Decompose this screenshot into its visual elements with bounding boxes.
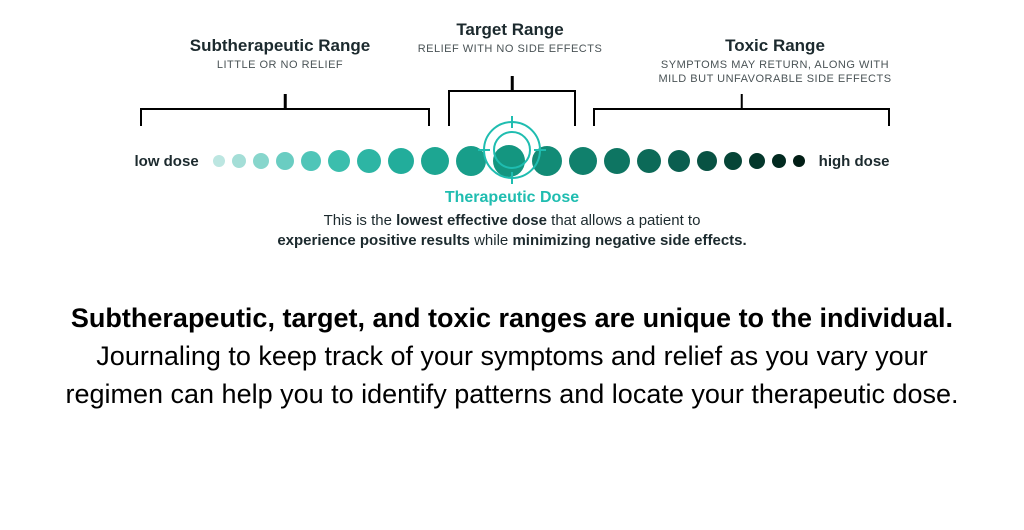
- body-bold: Subtherapeutic, target, and toxic ranges…: [71, 303, 953, 333]
- dose-dot-1: [232, 154, 246, 168]
- high-dose-label: high dose: [819, 153, 890, 170]
- subtherapeutic-title: Subtherapeutic Range: [150, 36, 410, 56]
- desc-pre: This is the: [324, 212, 397, 229]
- desc-mid: that allows a patient to: [547, 212, 700, 229]
- toxic-subtitle: SYMPTOMS MAY RETURN, ALONG WITHMILD BUT …: [650, 58, 900, 87]
- desc-l2-mid: while: [470, 232, 513, 249]
- dose-dot-5: [328, 150, 350, 172]
- target-title: Target Range: [400, 20, 620, 40]
- target-range-label: Target Range RELIEF WITH NO SIDE EFFECTS: [400, 20, 620, 56]
- dose-dot-7: [388, 148, 414, 174]
- dose-dot-20: [793, 155, 805, 167]
- toxic-bracket: [593, 108, 890, 126]
- dose-dot-8: [421, 147, 449, 175]
- dose-dot-17: [724, 152, 742, 170]
- dose-dot-13: [604, 148, 630, 174]
- dose-dot-10: [493, 145, 525, 177]
- dose-dot-6: [357, 149, 381, 173]
- subtherapeutic-range-label: Subtherapeutic Range LITTLE OR NO RELIEF: [150, 36, 410, 72]
- dose-dots: [213, 145, 805, 177]
- toxic-range-label: Toxic Range SYMPTOMS MAY RETURN, ALONG W…: [650, 36, 900, 87]
- dose-range-diagram: Subtherapeutic Range LITTLE OR NO RELIEF…: [0, 0, 1024, 300]
- dose-dot-9: [456, 146, 486, 176]
- dose-dot-14: [637, 149, 661, 173]
- subtherapeutic-bracket: [140, 108, 430, 126]
- low-dose-label: low dose: [134, 153, 198, 170]
- desc-l2-b2: minimizing negative side effects.: [512, 232, 746, 249]
- therapeutic-dose-label: Therapeutic Dose: [0, 189, 1024, 207]
- dose-dot-11: [532, 146, 562, 176]
- dose-dot-0: [213, 155, 225, 167]
- desc-l2-b1: experience positive results: [277, 232, 470, 249]
- toxic-title: Toxic Range: [650, 36, 900, 56]
- body-rest: Journaling to keep track of your symptom…: [65, 341, 958, 409]
- dose-dot-19: [772, 154, 786, 168]
- dose-dot-3: [276, 152, 294, 170]
- body-paragraph: Subtherapeutic, target, and toxic ranges…: [45, 300, 979, 413]
- target-bracket: [448, 90, 576, 126]
- therapeutic-dose-description: This is the lowest effective dose that a…: [0, 211, 1024, 252]
- desc-b1: lowest effective dose: [396, 212, 547, 229]
- dose-scale: low dose high dose: [0, 145, 1024, 177]
- dose-dot-15: [668, 150, 690, 172]
- dose-dot-2: [253, 153, 269, 169]
- dose-dot-4: [301, 151, 321, 171]
- target-subtitle: RELIEF WITH NO SIDE EFFECTS: [400, 42, 620, 56]
- dose-dot-18: [749, 153, 765, 169]
- subtherapeutic-subtitle: LITTLE OR NO RELIEF: [150, 58, 410, 72]
- dose-dot-12: [569, 147, 597, 175]
- dose-dot-16: [697, 151, 717, 171]
